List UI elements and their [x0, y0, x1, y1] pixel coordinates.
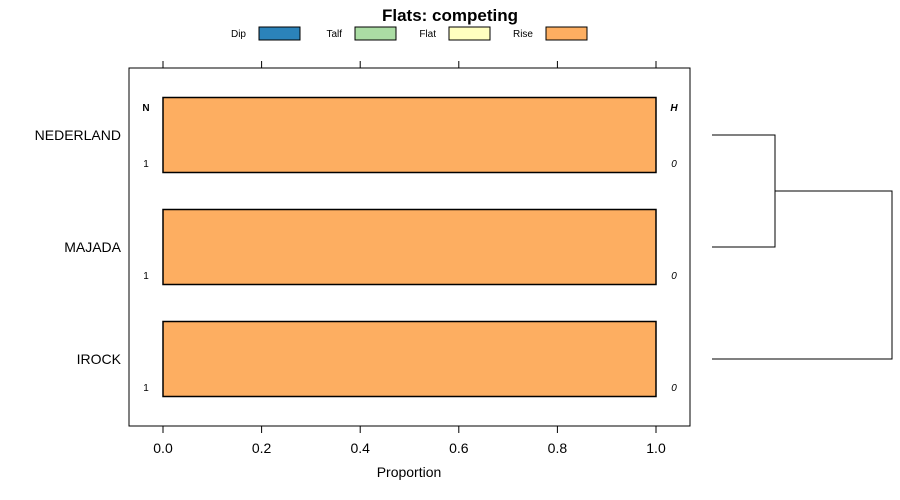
x-tick-label: 0.2 [252, 440, 272, 456]
legend: Dip Talf Flat Rise [231, 26, 588, 41]
n-value: 1 [143, 383, 149, 394]
y-axis: NEDERLAND MAJADA IROCK [35, 127, 122, 367]
h-value: 0 [671, 271, 677, 282]
legend-label-dip: Dip [231, 29, 246, 40]
h-value: 0 [671, 159, 677, 170]
y-tick-label: NEDERLAND [35, 127, 121, 143]
x-tick-label: 1.0 [646, 440, 666, 456]
bars [162, 96, 657, 398]
legend-swatch-talf [354, 26, 397, 41]
legend-swatch-rise [545, 26, 588, 41]
bar-irock-rise [162, 320, 657, 398]
h-column-header: H [670, 103, 678, 114]
h-value: 0 [671, 383, 677, 394]
dendrogram [712, 134, 893, 360]
dendrogram-branch-1 [712, 134, 776, 248]
x-tick-label: 0.0 [153, 440, 173, 456]
y-tick-label: MAJADA [64, 239, 121, 255]
x-tick-label: 0.6 [449, 440, 469, 456]
dendrogram-branch-2 [712, 190, 893, 360]
x-axis: 0.0 0.2 0.4 0.6 0.8 1.0 [153, 61, 666, 456]
x-tick-label: 0.4 [350, 440, 370, 456]
n-value: 1 [143, 159, 149, 170]
n-column-header: N [142, 103, 149, 114]
bar-nederland-rise [162, 96, 657, 174]
bar-majada-rise [162, 208, 657, 286]
plot-frame [128, 67, 691, 427]
legend-label-talf: Talf [326, 29, 342, 40]
x-tick-label: 0.8 [548, 440, 568, 456]
n-value: 1 [143, 271, 149, 282]
legend-swatch-dip [258, 26, 301, 41]
legend-label-flat: Flat [419, 29, 436, 40]
x-axis-label: Proportion [377, 464, 442, 480]
legend-label-rise: Rise [513, 29, 533, 40]
y-tick-label: IROCK [77, 351, 122, 367]
chart-title: Flats: competing [382, 6, 518, 25]
annotation-columns: N H 1 0 1 0 1 0 [142, 103, 678, 394]
legend-swatch-flat [448, 26, 491, 41]
